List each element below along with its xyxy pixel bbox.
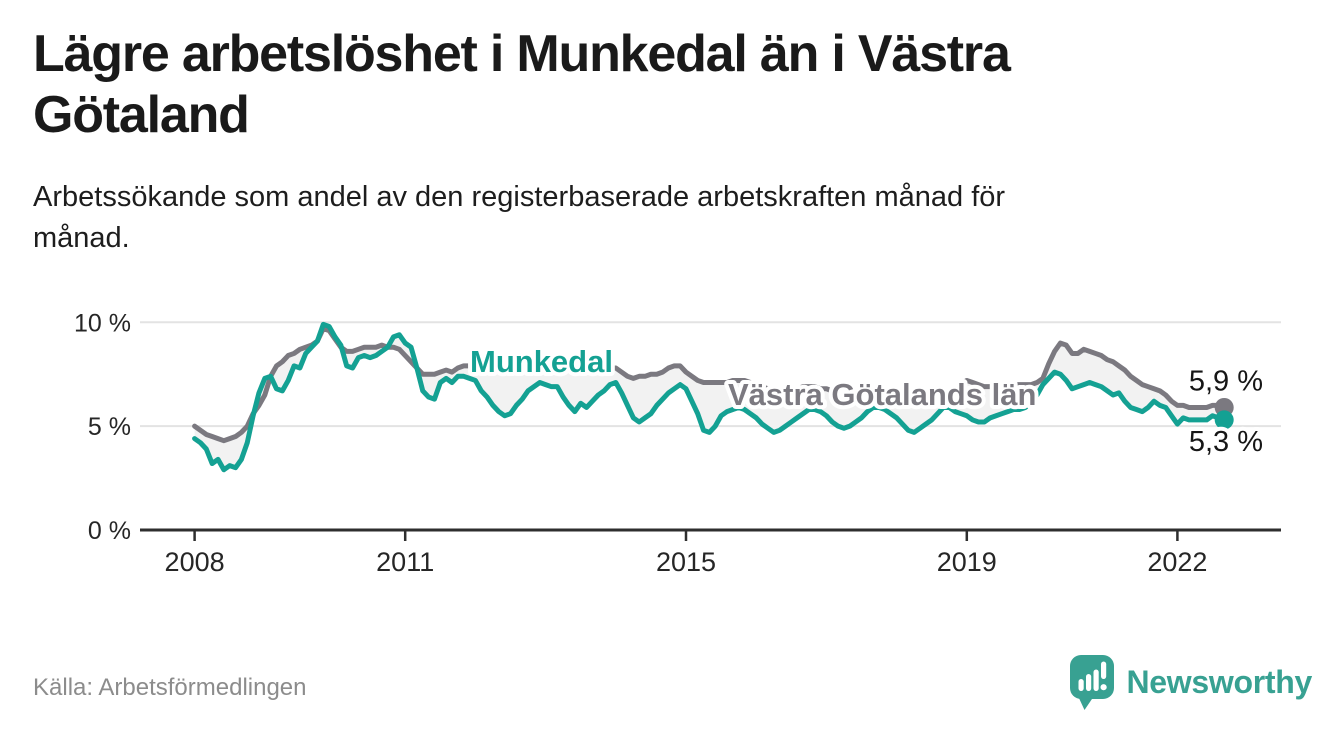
page-subtitle-line-1: Arbetssökande som andel av den registerb… — [33, 181, 1006, 213]
newsworthy-logo-text: Newsworthy — [1126, 664, 1313, 700]
newsworthy-logo-icon — [1069, 655, 1114, 710]
page-title: Lägre arbetslöshet i Munkedal än i Västr… — [33, 24, 1273, 146]
x-tick-label: 2008 — [165, 547, 225, 577]
page-title-line-1: Lägre arbetslöshet i Munkedal än i Västr… — [33, 25, 1011, 83]
series-end-dot-1 — [1214, 410, 1234, 430]
x-tick-label: 2015 — [656, 547, 716, 577]
series-line-1 — [192, 321, 1227, 473]
newsworthy-brand: Newsworthy — [1069, 654, 1313, 711]
page-subtitle-line-2: månad. — [33, 222, 130, 254]
x-tick-label: 2022 — [1147, 547, 1207, 577]
series-end-value-label-0: 5,9 % — [1189, 365, 1263, 397]
x-tick-label: 2011 — [376, 547, 434, 577]
series-inline-label-1: Munkedal — [470, 344, 613, 379]
series-line-0 — [192, 326, 1227, 444]
x-tick-label: 2019 — [937, 547, 997, 577]
series-inline-label-0: Västra Götalands län — [728, 377, 1036, 412]
page-title-line-2: Götaland — [33, 86, 250, 144]
series-end-value-label-1: 5,3 % — [1189, 426, 1263, 458]
y-tick-label: 0 % — [88, 517, 131, 545]
y-tick-label: 5 % — [88, 413, 131, 441]
page-subtitle: Arbetssökande som andel av den registerb… — [33, 177, 1273, 259]
source-note: Källa: Arbetsförmedlingen — [33, 674, 307, 701]
y-tick-label: 10 % — [74, 309, 131, 337]
series-band — [194, 324, 1225, 470]
